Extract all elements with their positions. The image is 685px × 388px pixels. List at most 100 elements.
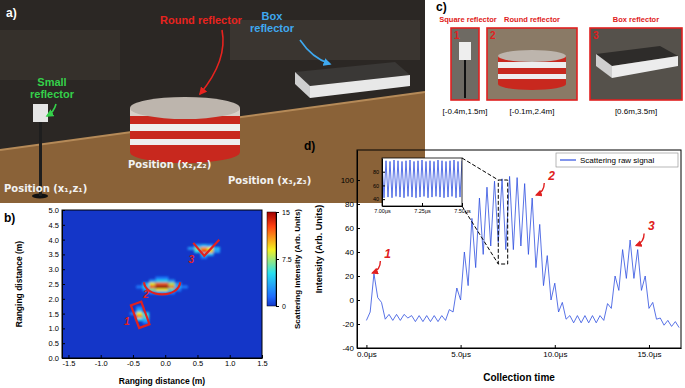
thumbnail-frame	[487, 28, 577, 100]
tick	[357, 228, 360, 229]
thumb-cyl-band	[498, 74, 566, 79]
tick-label: -1.5	[62, 359, 75, 368]
tick-group: 4.0	[49, 236, 65, 245]
tick-group: 0.5	[193, 355, 203, 368]
legend-box	[556, 153, 678, 167]
tick	[366, 345, 367, 348]
table-edge	[0, 92, 425, 150]
figure: Small reflector Round reflector Boxreflecto…	[0, 0, 685, 388]
tick	[197, 355, 198, 358]
thumb-pole	[464, 58, 466, 98]
tick-group: 15	[276, 209, 290, 216]
tick	[262, 355, 263, 358]
inset-background	[382, 158, 462, 206]
label-arrow	[200, 30, 223, 94]
axis-line	[358, 348, 682, 349]
tick	[165, 355, 166, 358]
position-label: Position (x₁,z₁)	[4, 183, 87, 194]
thumb-box-side	[612, 56, 678, 78]
tick-group: 7.50μs	[454, 203, 471, 214]
heatmap-cell	[136, 309, 142, 312]
x-axis-title: Collection time	[483, 372, 555, 383]
tick-group: 10.0μs	[543, 345, 567, 359]
tick-label: 80	[373, 169, 379, 175]
small-reflector-plate	[33, 104, 48, 122]
thumb-cyl-bottom	[498, 78, 566, 90]
legend-label: Scattering raw signal	[580, 156, 654, 165]
thumbnail-title: Round reflector	[504, 15, 560, 24]
tick-label: -0.5	[127, 359, 140, 368]
photo-thumbnail	[590, 28, 682, 100]
tick	[276, 259, 279, 260]
tick-group: 40	[345, 248, 360, 257]
heatmap-cell	[162, 283, 168, 286]
zoom-connector	[462, 206, 498, 264]
reflector-label: Boxreflector	[250, 10, 295, 34]
y-axis-title: Intensity (Arb. Units)	[314, 205, 324, 294]
tick-group: -0.5	[127, 355, 140, 368]
colorbar-title: Scattering intensity (Arb. Units)	[293, 209, 302, 329]
label-line: Box	[262, 10, 284, 22]
axis: 0.0μs5.0μs10.0μs15.0μs	[357, 345, 681, 359]
tick-group: 3.5	[49, 250, 65, 259]
tick-label: 80	[345, 200, 354, 209]
thumb-cyl-top	[498, 50, 566, 62]
tick-label: 3.0	[49, 265, 59, 274]
tick-group: 4.5	[49, 221, 65, 230]
annotation-arrow	[372, 261, 380, 273]
label-line: Small	[37, 76, 66, 88]
tick	[649, 345, 650, 348]
tick	[62, 225, 65, 226]
round-reflector-band	[130, 139, 240, 145]
plot-area	[382, 160, 462, 198]
panel-label: b)	[4, 211, 15, 225]
tick-label: 5.0μs	[451, 350, 471, 359]
heatmap-cell	[162, 288, 168, 291]
tick	[62, 269, 65, 270]
annotation-outline	[131, 302, 150, 328]
thumbnail-number: 1	[454, 30, 460, 41]
panel-label: a)	[6, 6, 17, 20]
tick	[62, 314, 65, 315]
heatmap-cell	[181, 285, 187, 288]
heatmap-cell	[149, 283, 155, 286]
heatmap-cell	[149, 280, 155, 283]
thumb-cyl-band	[498, 68, 566, 74]
tick-label: 7.00μs	[374, 208, 391, 214]
heatmap-cell	[168, 285, 174, 288]
tick-label: 15	[282, 209, 290, 216]
annotation: 3	[648, 219, 655, 233]
label-line: reflector	[250, 22, 295, 34]
tick-group: 20	[345, 272, 360, 281]
heatmap-cell	[156, 283, 162, 286]
box-reflector-front	[295, 72, 310, 98]
tick	[62, 328, 65, 329]
annotation: 1	[124, 316, 130, 327]
inset-frame	[382, 158, 462, 206]
tick	[461, 345, 462, 348]
axis: -1.5-1.0-0.50.00.51.01.5	[62, 355, 267, 368]
tick-group: -1.0	[95, 355, 108, 368]
annotation-outline	[193, 240, 219, 256]
tick-label: 0.0	[49, 354, 59, 363]
tick	[62, 358, 65, 359]
tick-group: -1.5	[62, 355, 75, 368]
tick	[422, 203, 423, 206]
tick	[101, 355, 102, 358]
tick-group: 3.0	[49, 265, 65, 274]
axis: 7.00μs7.25μs7.50μs	[374, 203, 471, 214]
tick-label: 0.5	[193, 359, 203, 368]
tick	[357, 180, 360, 181]
position-label: Position (x₃,z₃)	[228, 175, 311, 186]
tick-label: 100	[341, 176, 355, 185]
axis: -40-20020406080100	[341, 151, 360, 354]
label-arrow	[300, 40, 330, 64]
tick	[68, 355, 69, 358]
heatmap-cell	[156, 285, 162, 288]
tick	[62, 343, 65, 344]
reflector-label: Round reflector	[160, 14, 243, 26]
tick-label: 0	[350, 296, 355, 305]
heatmap-cell	[136, 312, 142, 315]
round-reflector-band	[130, 145, 240, 152]
thumb-box-front	[596, 54, 612, 78]
